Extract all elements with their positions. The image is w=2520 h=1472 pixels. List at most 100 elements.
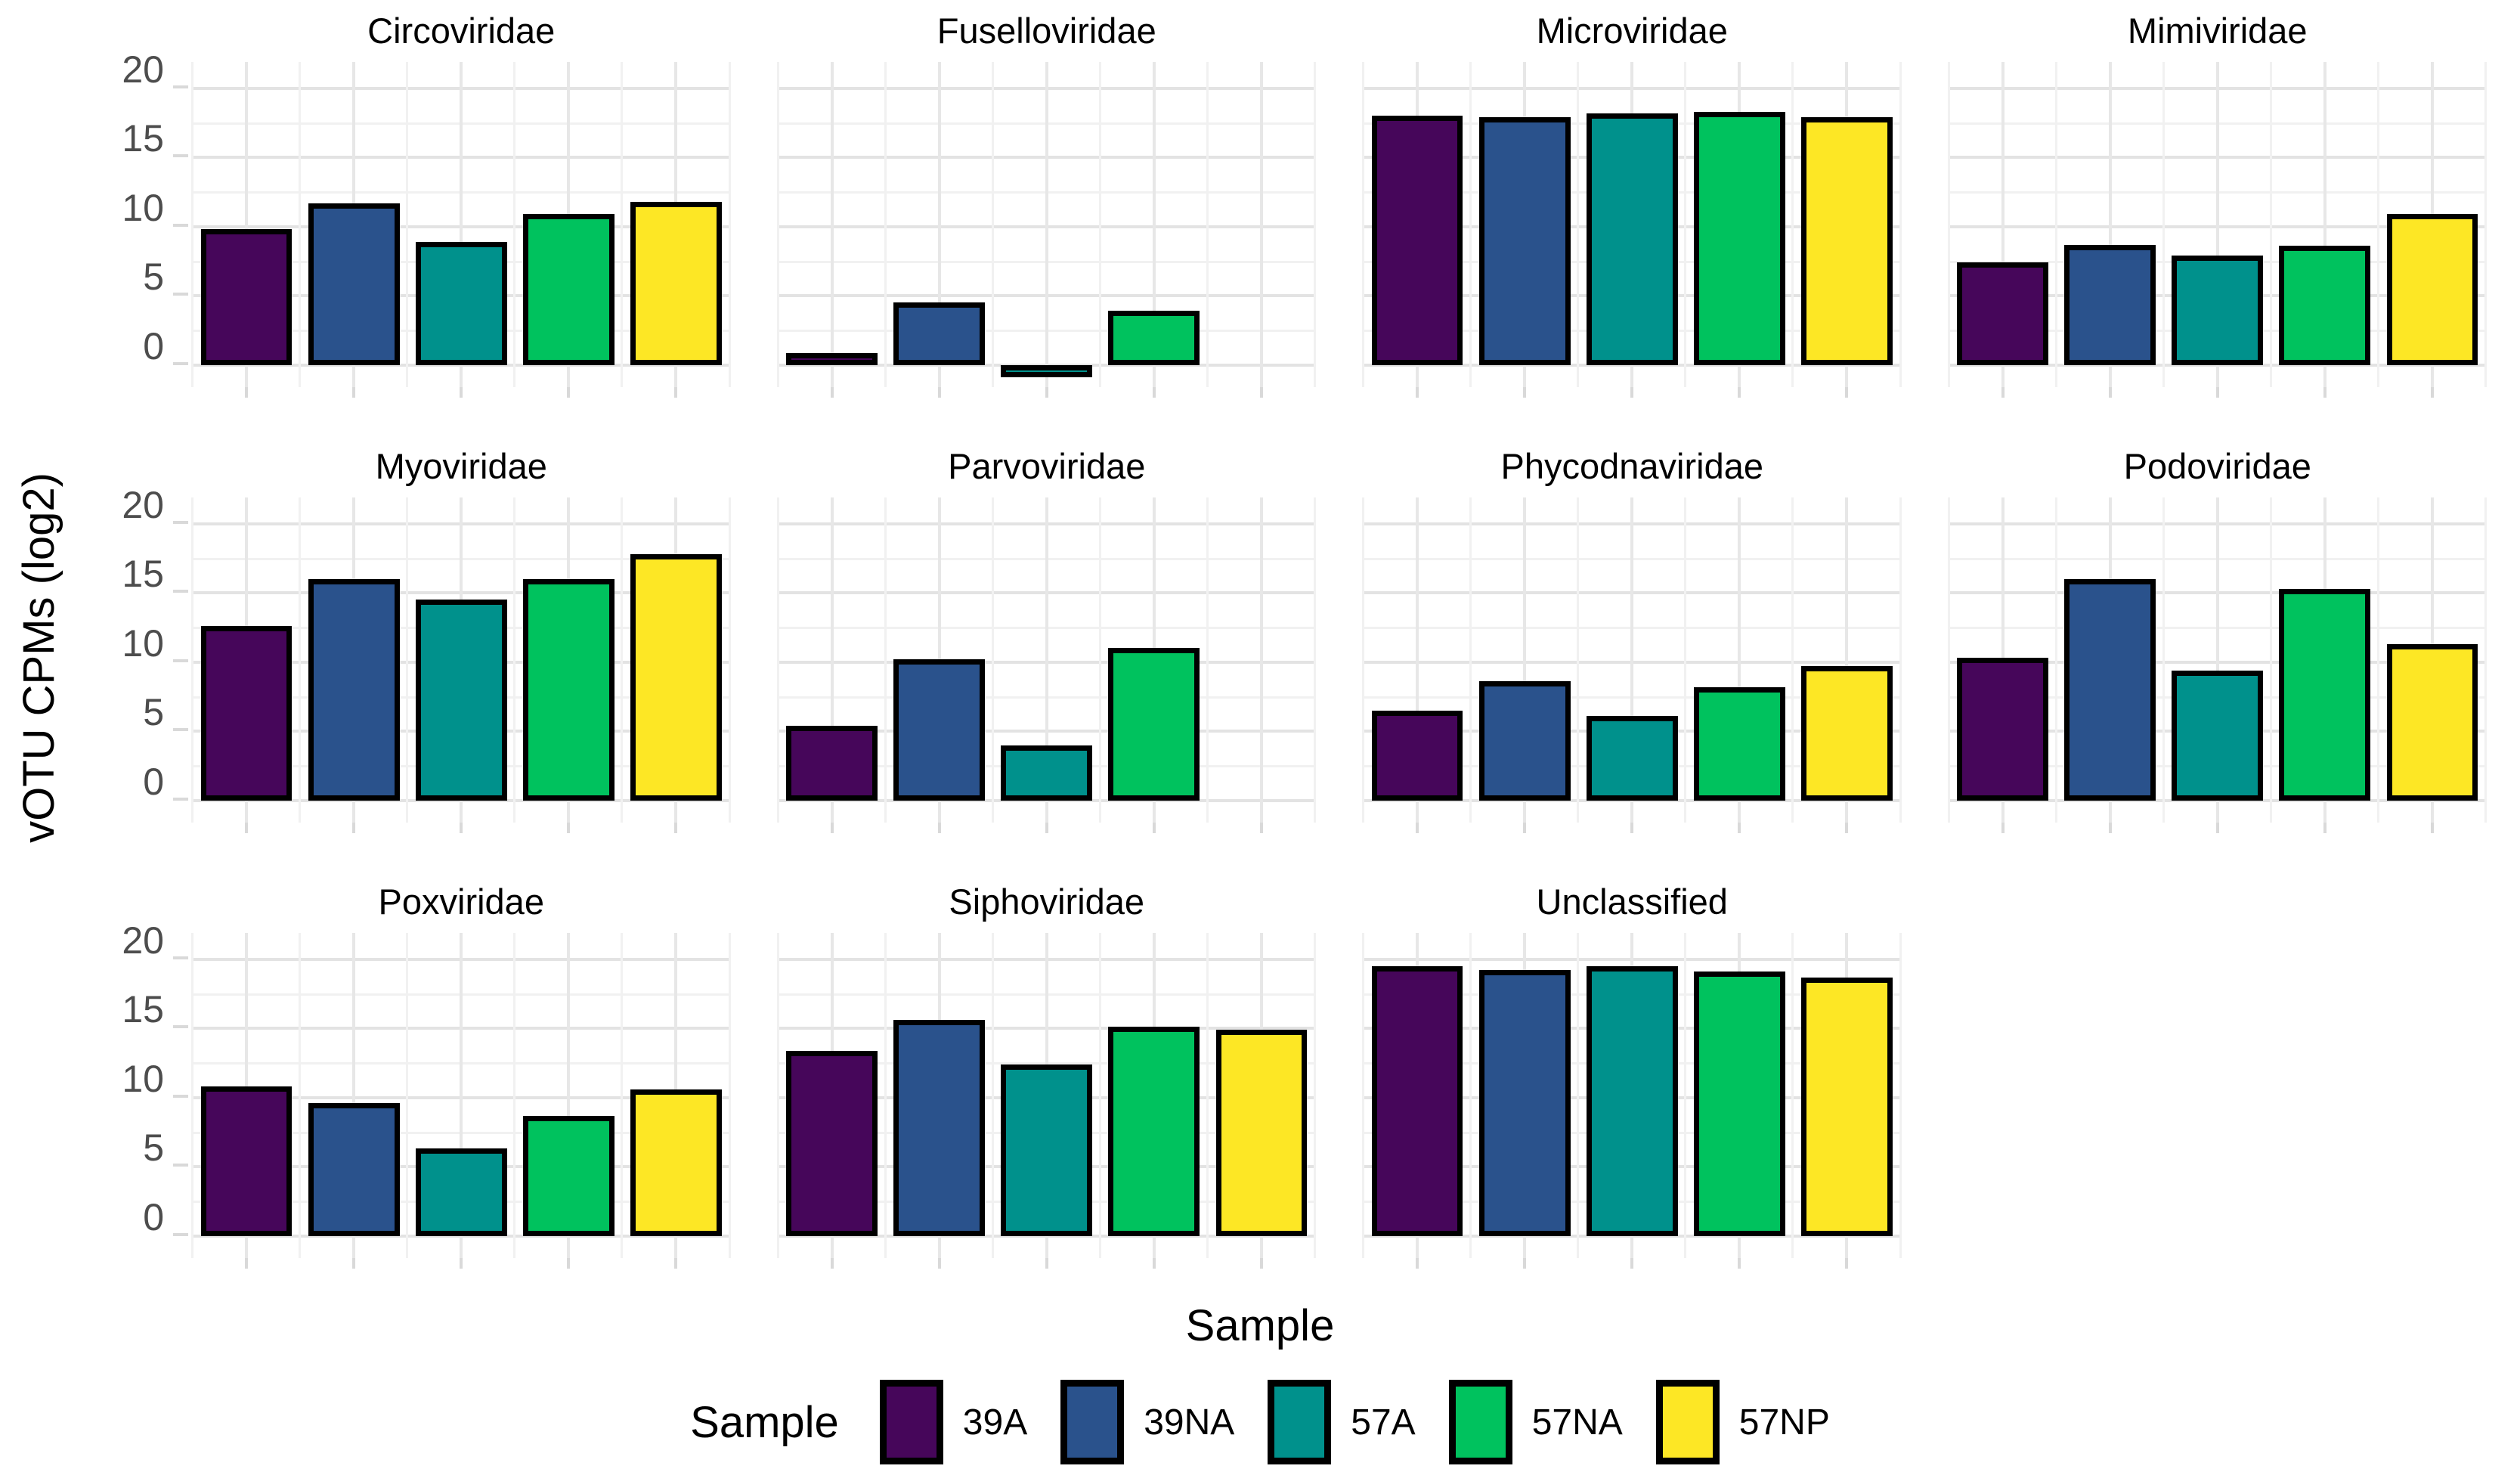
facet-circoviridae: Circoviridae 20 15 10 5 0 — [122, 8, 731, 407]
facet-panel — [776, 497, 1316, 823]
x-tick-mark — [937, 1258, 941, 1269]
y-tick-mark — [173, 85, 188, 88]
y-tick-mark — [173, 590, 188, 593]
gridline-vertical-minor — [1791, 497, 1794, 823]
bar-39NA — [308, 1103, 400, 1236]
facet-title: Microviridae — [1536, 11, 1728, 51]
gridline-vertical-minor — [1206, 62, 1209, 387]
gridline-vertical-major — [830, 497, 834, 823]
gridline-vertical-major — [2215, 62, 2219, 387]
legend-item-39NA: 39NA — [1060, 1380, 1234, 1464]
x-tick-strip — [779, 387, 1316, 407]
facet-poxviridae: Poxviridae 20 15 10 5 0 — [122, 879, 731, 1278]
gridline-vertical-major — [2108, 62, 2112, 387]
gridline-vertical-minor — [2484, 497, 2487, 823]
y-tick-label: 20 — [122, 48, 164, 91]
x-tick-mark — [567, 1258, 571, 1269]
y-tick-label: 0 — [143, 1195, 164, 1238]
facet-panel: 20 15 10 5 0 — [122, 922, 731, 1258]
facet-grid: Circoviridae 20 15 10 5 0 Fuselloviridae Microv… — [122, 8, 2487, 1278]
y-tick-mark — [173, 293, 188, 296]
x-tick-mark — [830, 387, 834, 398]
facet-panel: 20 15 10 5 0 — [122, 51, 731, 387]
bar-57A — [415, 241, 507, 365]
gridline-vertical-minor — [1314, 933, 1316, 1258]
x-tick-mark — [2001, 387, 2005, 398]
x-tick-mark — [2430, 387, 2434, 398]
y-tick-label: 20 — [122, 919, 164, 962]
x-tick-mark — [1738, 1258, 1741, 1269]
bar-57NA — [522, 578, 615, 801]
y-tick-mark — [173, 797, 188, 801]
facet-panel — [776, 62, 1316, 387]
gridline-vertical-minor — [1362, 933, 1364, 1258]
y-tick-mark — [173, 1232, 188, 1236]
y-tick-mark — [173, 1094, 188, 1098]
bar-57NP — [630, 201, 722, 365]
x-tick-strip — [1364, 387, 1901, 407]
x-tick-mark — [352, 1258, 356, 1269]
facet-title: Poxviridae — [378, 882, 544, 922]
gridline-vertical-minor — [1684, 62, 1687, 387]
y-tick-mark — [173, 1164, 188, 1167]
x-tick-mark — [2215, 387, 2219, 398]
gridline-vertical-minor — [406, 933, 409, 1258]
x-tick-mark — [1845, 1258, 1849, 1269]
bar-57A — [2172, 670, 2264, 801]
gridline-vertical-minor — [621, 62, 624, 387]
gridline-vertical-minor — [191, 933, 193, 1258]
legend-item-57NP: 57NP — [1655, 1380, 1830, 1464]
x-tick-mark — [245, 387, 249, 398]
bar-57NP — [1801, 977, 1893, 1236]
legend-label: 57NP — [1738, 1402, 1830, 1443]
x-tick-mark — [1152, 387, 1156, 398]
x-tick-mark — [937, 823, 941, 833]
gridline-vertical-minor — [191, 497, 193, 823]
x-tick-mark — [567, 387, 571, 398]
gridline-vertical-major — [937, 62, 941, 387]
x-tick-strip — [1364, 823, 1901, 842]
gridline-vertical-major — [1045, 62, 1048, 387]
gridline-vertical-minor — [1314, 62, 1316, 387]
gridline-vertical-minor — [2484, 62, 2487, 387]
gridline-vertical-minor — [884, 62, 887, 387]
facet-fuselloviridae: Fuselloviridae — [776, 8, 1316, 407]
gridline-vertical-minor — [1899, 933, 1902, 1258]
bar-57NA — [522, 1115, 615, 1236]
bar-39NA — [2064, 578, 2156, 801]
y-tick-label: 15 — [122, 988, 164, 1031]
x-tick-mark — [1523, 1258, 1527, 1269]
y-tick-label: 5 — [143, 691, 164, 734]
gridline-vertical-major — [2001, 62, 2005, 387]
legend-swatch — [879, 1380, 943, 1464]
y-tick-label: 10 — [122, 186, 164, 229]
bar-39A — [1957, 658, 2048, 801]
facet-panel — [1362, 497, 1902, 823]
facet-title: Unclassified — [1536, 882, 1728, 922]
facet-title: Phycodnaviridae — [1500, 446, 1764, 486]
bar-39NA — [2064, 244, 2156, 365]
gridline-vertical-minor — [1899, 497, 1902, 823]
legend-label: 39NA — [1144, 1402, 1235, 1443]
facet-title: Parvoviridae — [948, 446, 1146, 486]
legend-swatch — [1268, 1380, 1332, 1464]
bar-39NA — [893, 302, 986, 365]
y-tick-label: 15 — [122, 553, 164, 596]
bar-57A — [1001, 745, 1093, 801]
x-tick-mark — [2323, 823, 2327, 833]
x-tick-strip — [779, 1258, 1316, 1278]
facet-title: Siphoviridae — [949, 882, 1145, 922]
bar-39A — [200, 626, 293, 801]
x-tick-mark — [2430, 823, 2434, 833]
gridline-vertical-minor — [406, 62, 409, 387]
bar-57NA — [1693, 972, 1785, 1236]
gridline-vertical-major — [1045, 497, 1048, 823]
x-tick-mark — [2001, 823, 2005, 833]
x-tick-mark — [352, 823, 356, 833]
facet-myoviridae: Myoviridae 20 15 10 5 0 — [122, 443, 731, 842]
gridline-vertical-minor — [1098, 497, 1101, 823]
x-tick-mark — [460, 1258, 463, 1269]
facet-panel — [776, 933, 1316, 1258]
legend-title: Sample — [690, 1397, 839, 1447]
bar-57NP — [1801, 666, 1893, 801]
